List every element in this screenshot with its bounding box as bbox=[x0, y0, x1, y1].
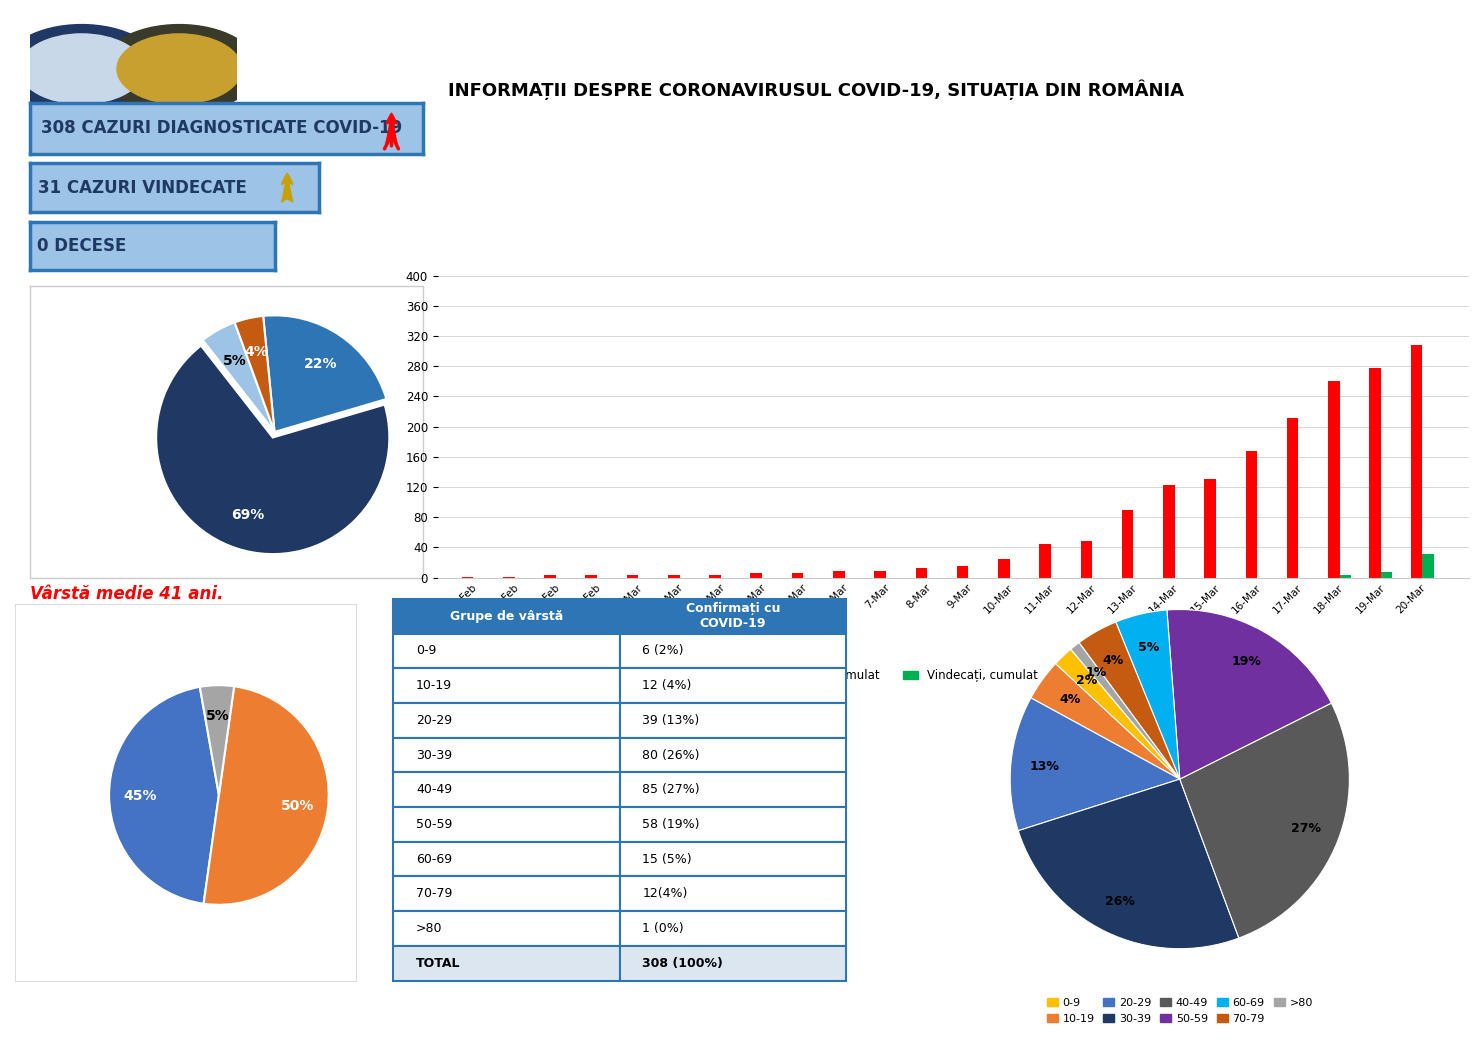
Wedge shape bbox=[1055, 649, 1180, 779]
Wedge shape bbox=[203, 686, 328, 905]
Text: 50%: 50% bbox=[280, 799, 315, 813]
Bar bbox=[1245, 450, 1257, 578]
Wedge shape bbox=[1071, 642, 1180, 779]
Text: 22%: 22% bbox=[303, 357, 337, 371]
Text: 5%: 5% bbox=[223, 354, 246, 368]
Text: 5%: 5% bbox=[1138, 640, 1159, 654]
Wedge shape bbox=[203, 322, 275, 432]
Wedge shape bbox=[1166, 610, 1331, 779]
Wedge shape bbox=[1011, 697, 1180, 831]
Bar bbox=[1340, 576, 1350, 578]
Bar bbox=[1328, 382, 1340, 578]
Bar bbox=[668, 576, 680, 578]
Wedge shape bbox=[234, 316, 275, 432]
Bar bbox=[1039, 544, 1051, 578]
Bar bbox=[1122, 511, 1134, 578]
Text: 2%: 2% bbox=[1076, 674, 1097, 687]
Text: 26%: 26% bbox=[1106, 895, 1135, 907]
Bar bbox=[1287, 419, 1298, 578]
Text: 4%: 4% bbox=[245, 346, 269, 359]
Bar bbox=[1370, 369, 1382, 578]
Text: 69%: 69% bbox=[232, 508, 264, 523]
Legend: 0-9, 10-19, 20-29, 30-39, 40-49, 50-59, 60-69, 70-79, >80: 0-9, 10-19, 20-29, 30-39, 40-49, 50-59, … bbox=[1042, 993, 1318, 1028]
Text: 0 DECESE: 0 DECESE bbox=[37, 237, 126, 254]
Bar bbox=[1205, 479, 1215, 578]
Text: 4%: 4% bbox=[1060, 693, 1080, 706]
Wedge shape bbox=[263, 316, 386, 432]
Bar bbox=[1422, 554, 1434, 578]
Circle shape bbox=[3, 24, 160, 113]
Text: 13%: 13% bbox=[1030, 760, 1060, 773]
Bar bbox=[1382, 572, 1392, 578]
Bar bbox=[1080, 541, 1092, 578]
Text: INFORMAȚII DESPRE CORONAVIRUSUL COVID-19, SITUAȚIA DIN ROMÂNIA: INFORMAȚII DESPRE CORONAVIRUSUL COVID-19… bbox=[448, 80, 1184, 100]
Bar bbox=[1411, 346, 1422, 578]
Bar bbox=[1163, 484, 1175, 578]
Text: 4%: 4% bbox=[1103, 654, 1123, 668]
Bar bbox=[957, 566, 969, 578]
Wedge shape bbox=[1031, 664, 1180, 779]
Bar bbox=[586, 576, 597, 578]
Bar bbox=[999, 559, 1009, 578]
Text: 45%: 45% bbox=[123, 790, 157, 803]
Wedge shape bbox=[110, 687, 220, 904]
Wedge shape bbox=[1180, 703, 1349, 938]
Bar bbox=[626, 576, 638, 578]
Wedge shape bbox=[1079, 622, 1180, 779]
Bar bbox=[916, 568, 928, 578]
Text: 1%: 1% bbox=[1085, 666, 1107, 679]
Text: 19%: 19% bbox=[1232, 654, 1261, 668]
Bar bbox=[874, 571, 886, 578]
Wedge shape bbox=[1116, 610, 1180, 779]
Text: 5%: 5% bbox=[206, 709, 230, 723]
Circle shape bbox=[117, 34, 242, 104]
Text: 27%: 27% bbox=[1291, 823, 1321, 835]
Text: Vârstă medie 41 ani.: Vârstă medie 41 ani. bbox=[30, 585, 223, 603]
Bar bbox=[792, 573, 803, 578]
Wedge shape bbox=[200, 685, 234, 795]
Bar bbox=[709, 575, 721, 578]
Bar bbox=[833, 571, 844, 578]
Text: 308 CAZURI DIAGNOSTICATE COVID-19: 308 CAZURI DIAGNOSTICATE COVID-19 bbox=[42, 120, 402, 137]
Text: 31 CAZURI VINDECATE: 31 CAZURI VINDECATE bbox=[39, 179, 248, 196]
Legend: Diagnosticați, cumulat, Vindecați, cumulat, Decese, cumulat: Diagnosticați, cumulat, Vindecați, cumul… bbox=[718, 665, 1189, 687]
Bar bbox=[545, 576, 556, 578]
Wedge shape bbox=[156, 346, 389, 554]
Circle shape bbox=[19, 34, 144, 104]
Bar bbox=[751, 573, 763, 578]
Wedge shape bbox=[1018, 779, 1239, 949]
Circle shape bbox=[101, 24, 258, 113]
